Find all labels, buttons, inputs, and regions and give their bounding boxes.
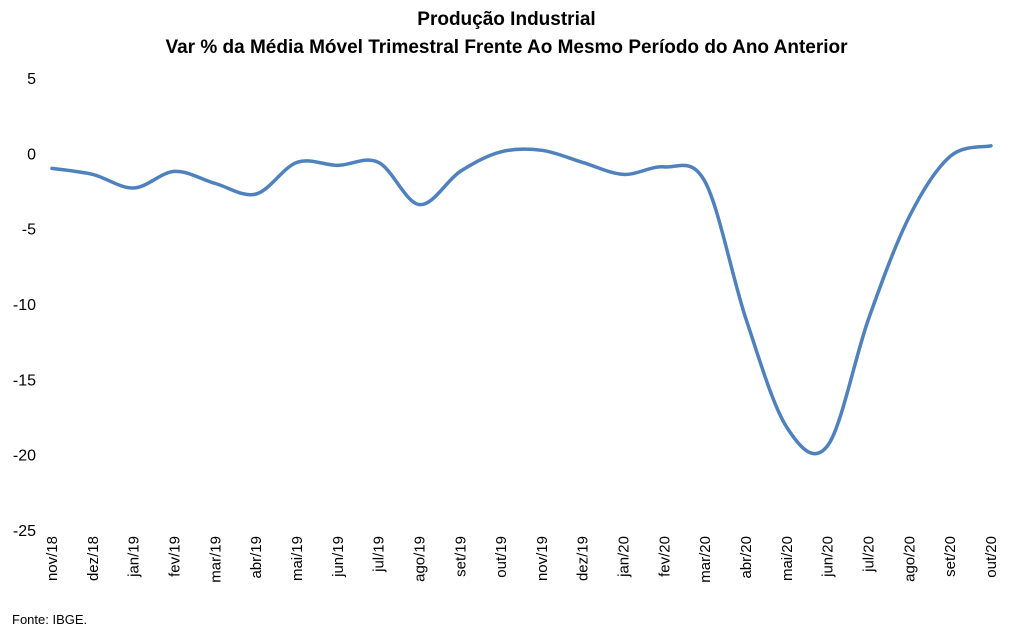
x-tick-label: nov/18 <box>44 536 61 581</box>
y-tick-label: -20 <box>13 448 36 465</box>
x-tick-label: jul/19 <box>371 536 388 573</box>
x-tick-label: out/20 <box>983 536 1000 578</box>
y-tick-label: -10 <box>13 297 36 314</box>
y-tick-label: 5 <box>27 71 36 88</box>
series-line <box>50 144 993 456</box>
x-tick-label: fev/19 <box>166 536 183 577</box>
x-tick-label: jul/20 <box>861 536 878 573</box>
x-tick-label: fev/20 <box>656 536 673 577</box>
x-tick-label: set/19 <box>452 536 469 577</box>
x-tick-label: abr/20 <box>738 536 755 579</box>
y-tick-label: -5 <box>22 222 36 239</box>
x-tick-label: nov/19 <box>534 536 551 581</box>
x-tick-label: ago/19 <box>411 536 428 582</box>
x-tick-label: dez/19 <box>575 536 592 581</box>
x-tick-label: dez/18 <box>85 536 102 581</box>
source-note: Fonte: IBGE. <box>12 612 88 627</box>
chart-subtitle: Var % da Média Móvel Trimestral Frente A… <box>165 37 848 58</box>
chart-title: Produção Industrial <box>417 9 596 30</box>
y-tick-label: 0 <box>27 146 36 163</box>
x-tick-label: ago/20 <box>901 536 918 582</box>
x-tick-label: mar/19 <box>207 536 224 583</box>
x-tick-label: mai/20 <box>779 536 796 581</box>
x-tick-label: jan/19 <box>126 536 143 578</box>
y-tick-label: -25 <box>13 523 36 540</box>
x-tick-label: abr/19 <box>248 536 265 579</box>
x-tick-label: set/20 <box>942 536 959 577</box>
x-tick-label: jun/19 <box>330 536 347 578</box>
x-tick-label: mar/20 <box>697 536 714 583</box>
x-tick-label: jun/20 <box>820 536 837 578</box>
y-tick-label: -15 <box>13 372 36 389</box>
x-tick-label: mai/19 <box>289 536 306 581</box>
x-tick-label: jan/20 <box>616 536 633 578</box>
x-tick-label: out/19 <box>493 536 510 578</box>
